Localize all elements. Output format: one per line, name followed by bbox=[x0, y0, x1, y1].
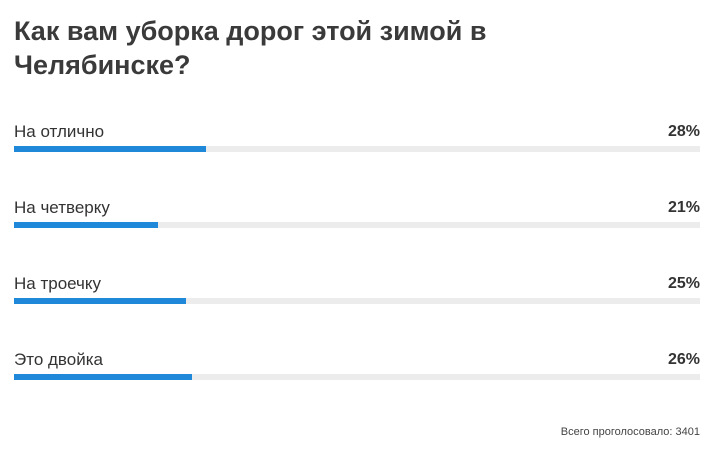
value-label: 25% bbox=[667, 275, 700, 292]
option-label: На троечку bbox=[14, 274, 102, 293]
bar bbox=[14, 298, 186, 304]
bar-track bbox=[14, 298, 700, 304]
bar-track bbox=[14, 374, 700, 380]
option-label: На отлично bbox=[14, 122, 105, 141]
bar-track bbox=[14, 146, 700, 152]
option-label: На четверку bbox=[14, 198, 110, 217]
poll-option: На троечку 25% bbox=[14, 274, 700, 314]
option-label: Это двойка bbox=[14, 350, 103, 369]
poll-option: Это двойка 26% bbox=[14, 350, 700, 390]
bar bbox=[14, 146, 207, 152]
vote-count: Всего проголосовало: 3401 bbox=[560, 426, 700, 438]
bar bbox=[14, 222, 159, 228]
poll-title: Как вам уборка дорог этой зимой в Челяби… bbox=[14, 16, 487, 80]
value-label: 26% bbox=[667, 351, 700, 368]
bar-track bbox=[14, 222, 700, 228]
value-label: 21% bbox=[667, 199, 700, 216]
poll-option: На отлично 28% bbox=[14, 122, 700, 162]
poll-option: На четверку 21% bbox=[14, 198, 700, 238]
bar bbox=[14, 374, 193, 380]
value-label: 28% bbox=[667, 123, 700, 140]
